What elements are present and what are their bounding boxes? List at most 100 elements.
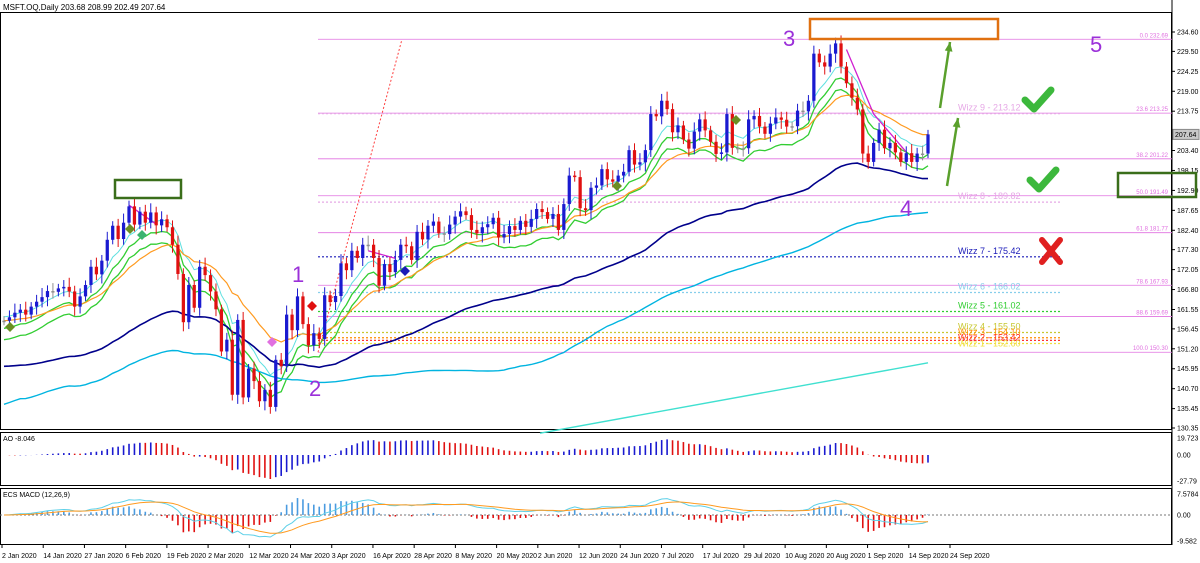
candle-body — [176, 244, 180, 274]
annotations: 1 2 3 4 5 — [5, 17, 1198, 401]
candle-body — [187, 284, 191, 323]
candle-body — [426, 225, 430, 240]
ema-cyan-line — [3, 66, 929, 376]
price-tick-label: 151.20 — [1177, 346, 1199, 353]
wizz-label: Wizz 4 - 155.50 — [958, 321, 1021, 331]
ao-tick-label: 19.723 — [1177, 436, 1199, 443]
candle-body — [545, 212, 550, 219]
candle-body — [40, 297, 44, 302]
candle-body — [377, 258, 381, 286]
arrow-shaft — [938, 41, 952, 109]
candle-body — [138, 211, 142, 225]
sma-long-line — [539, 362, 929, 434]
price-tick-label: 213.75 — [1177, 109, 1199, 116]
macd-tick-label: 7.5784 — [1177, 492, 1199, 499]
date-tick-label: 19 Feb 2020 — [167, 553, 206, 560]
candle-body — [665, 100, 669, 110]
candle-body — [725, 114, 729, 153]
wizz-label: Wizz 9 - 213.12 — [958, 103, 1021, 113]
candle-body — [317, 333, 321, 339]
candle-body — [312, 333, 316, 346]
date-tick-label: 20 Aug 2020 — [826, 553, 865, 560]
signal-diamond — [267, 337, 277, 347]
candle-body — [812, 53, 816, 101]
candle-body — [806, 100, 811, 112]
candle-body — [45, 291, 50, 298]
signal-diamond — [125, 224, 135, 234]
candle-body — [241, 319, 245, 398]
wave-label: 5 — [1090, 32, 1102, 57]
date-tick-label: 12 Jun 2020 — [579, 553, 618, 560]
ao-title: AO -8.046 — [3, 436, 35, 443]
fib-label: 100.0 150.30 — [1133, 346, 1169, 352]
price-tick-label: 203.40 — [1177, 148, 1199, 155]
candle-body — [817, 53, 821, 63]
candle-body — [698, 119, 702, 132]
candle-body — [524, 220, 528, 227]
candle-body — [676, 125, 680, 133]
candle-body — [83, 284, 88, 297]
arrow-shaft — [945, 117, 960, 187]
signal-diamond — [307, 301, 317, 311]
candle-body — [855, 97, 859, 110]
candle-body — [62, 286, 66, 289]
candle-body — [768, 123, 772, 134]
date-tick-label: 10 Aug 2020 — [785, 553, 824, 560]
candle-body — [844, 66, 849, 84]
price-tick-label: 192.90 — [1177, 188, 1199, 195]
candle-body — [366, 244, 370, 247]
macd-tick-label: 0.00 — [1177, 513, 1191, 520]
candle-body — [605, 169, 609, 180]
price-tick-label: 156.45 — [1177, 326, 1199, 333]
price-tick-label: 224.25 — [1177, 69, 1199, 76]
candle-body — [877, 129, 881, 143]
candle-body — [638, 162, 642, 165]
candle-body — [333, 296, 338, 303]
candle-body — [268, 389, 272, 407]
candle-body — [823, 62, 827, 67]
macd-signal-line — [4, 501, 929, 534]
candle-body — [910, 153, 914, 162]
candle-body — [611, 179, 615, 182]
candle-body — [632, 150, 637, 165]
check-icon — [1026, 166, 1060, 193]
candle-body — [13, 312, 17, 318]
candle-body — [127, 206, 131, 223]
candle-body — [736, 147, 740, 150]
candle-body — [741, 148, 745, 150]
signal-diamond — [137, 230, 147, 240]
wizz-label: Wizz 2 - 153.42 — [958, 332, 1021, 342]
candle-body — [747, 119, 751, 149]
fib-label: 23.6 213.25 — [1136, 107, 1168, 113]
ema-fast-line-2 — [3, 88, 929, 399]
candle-body — [306, 324, 310, 346]
candle-body — [594, 185, 599, 188]
candle-body — [236, 319, 240, 395]
price-tick-label: 219.00 — [1177, 89, 1199, 96]
candle-body — [861, 109, 865, 154]
date-tick-label: 8 May 2020 — [455, 553, 492, 560]
wave-label: 4 — [900, 196, 912, 221]
candle-body — [420, 231, 425, 240]
fib-label: 38.2 201.22 — [1136, 153, 1168, 159]
date-tick-label: 2 Jun 2020 — [538, 553, 573, 560]
orange-box — [808, 17, 1000, 41]
wave-label: 3 — [783, 26, 795, 51]
candle-body — [18, 309, 22, 313]
date-tick-label: 20 May 2020 — [497, 553, 538, 560]
candle-body — [703, 119, 707, 131]
candle-body — [274, 359, 278, 407]
candle-body — [828, 53, 832, 67]
candle-body — [882, 129, 887, 149]
candle-body — [654, 114, 658, 117]
candle-body — [513, 226, 517, 230]
price-tick-label: 234.60 — [1177, 30, 1199, 37]
wave-label: 1 — [292, 262, 304, 287]
candle-body — [622, 171, 626, 176]
candle-body — [801, 110, 805, 113]
candle-body — [730, 114, 734, 148]
arrow-head — [952, 118, 961, 128]
green-box — [1116, 171, 1198, 199]
candle-body — [502, 234, 506, 238]
